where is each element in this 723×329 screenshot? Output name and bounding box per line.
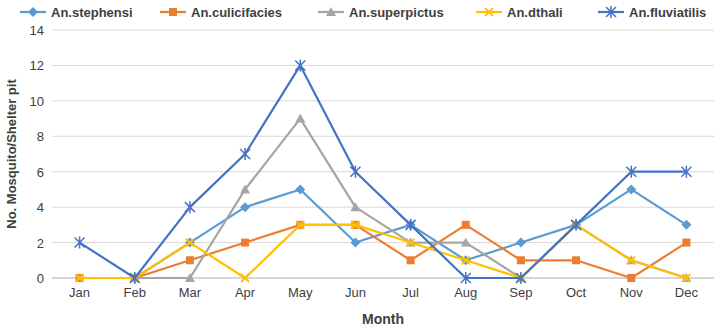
plot-area — [75, 59, 692, 284]
point-marker — [461, 238, 471, 247]
legend-label: An.fluviatilis — [629, 5, 706, 20]
point-marker — [681, 220, 691, 230]
point-marker — [350, 202, 360, 211]
x-tick-label: Apr — [235, 285, 256, 300]
y-tick-label: 8 — [37, 129, 44, 144]
point-marker — [295, 114, 305, 123]
x-tick-label: Mar — [179, 285, 202, 300]
point-marker — [241, 274, 249, 282]
point-marker — [186, 239, 194, 247]
point-marker — [626, 255, 636, 264]
legend-marker — [606, 6, 616, 18]
legend-label: An.superpictus — [349, 5, 444, 20]
point-marker — [682, 274, 690, 282]
point-marker — [350, 238, 360, 248]
y-axis-title: No. Mosquito/Shelter pit — [4, 79, 19, 229]
point-marker — [626, 166, 636, 178]
y-tick-label: 2 — [37, 236, 44, 251]
point-marker — [572, 256, 580, 264]
x-tick-label: Oct — [566, 285, 587, 300]
point-marker — [627, 256, 635, 264]
point-marker — [462, 221, 470, 229]
legend-marker — [326, 7, 336, 16]
point-marker — [241, 239, 249, 247]
chart: 0 2 4 6 8 10 12 14 Jan Feb Mar Apr May Jun Jul Aug Sep Oc… — [0, 0, 723, 329]
x-tick-label: Dec — [675, 285, 699, 300]
point-marker — [75, 237, 85, 249]
legend-label: An.culicifacies — [191, 5, 282, 20]
y-tick-label: 14 — [30, 23, 44, 38]
point-marker — [350, 166, 360, 178]
grid-line — [52, 100, 714, 101]
legend-marker — [485, 8, 493, 16]
legend: An.stephensi An.culicifacies An.superpictu… — [20, 5, 706, 20]
point-marker — [516, 238, 526, 248]
point-marker — [626, 184, 636, 194]
point-marker — [185, 273, 195, 282]
point-marker — [295, 59, 305, 71]
grid-line — [52, 207, 714, 208]
point-marker — [185, 238, 195, 248]
y-tick-label: 10 — [30, 94, 44, 109]
point-marker — [185, 201, 195, 213]
y-tick-label: 12 — [30, 58, 44, 73]
grid-line — [52, 171, 714, 172]
x-tick-label: Jan — [69, 285, 90, 300]
point-marker — [516, 272, 526, 284]
point-marker — [295, 184, 305, 194]
chart-root: 0 2 4 6 8 10 12 14 Jan Feb Mar Apr May Jun Jul Aug Sep Oc… — [0, 0, 723, 329]
x-tick-label: Jul — [402, 285, 419, 300]
point-marker — [407, 256, 415, 264]
point-marker — [461, 272, 471, 284]
point-marker — [462, 256, 470, 264]
x-tick-label: Jun — [345, 285, 366, 300]
grid-line — [52, 65, 714, 66]
x-tick-label: Feb — [124, 285, 146, 300]
x-tick-label: Sep — [509, 285, 532, 300]
x-tick-label: Nov — [620, 285, 644, 300]
legend-label: An.stephensi — [51, 5, 133, 20]
point-marker — [240, 148, 250, 160]
point-marker — [406, 220, 416, 230]
point-marker — [681, 166, 691, 178]
grid-line — [52, 30, 714, 31]
point-marker — [130, 272, 140, 284]
point-marker — [296, 221, 304, 229]
series-line — [80, 65, 687, 278]
point-marker — [76, 274, 84, 282]
legend-label: An.dthali — [507, 5, 563, 20]
point-marker — [240, 202, 250, 212]
point-marker — [186, 256, 194, 264]
x-tick-label: Aug — [454, 285, 477, 300]
point-marker — [407, 239, 415, 247]
point-marker — [571, 219, 581, 231]
legend-marker — [28, 7, 38, 17]
x-axis-title: Month — [362, 311, 404, 327]
grid-line — [52, 136, 714, 137]
point-marker — [571, 220, 581, 230]
point-marker — [351, 221, 359, 229]
point-marker — [682, 239, 690, 247]
y-tick-label: 6 — [37, 165, 44, 180]
y-tick-label: 4 — [37, 200, 44, 215]
y-tick-label: 0 — [37, 271, 44, 286]
x-tick-label: May — [288, 285, 313, 300]
point-marker — [406, 219, 416, 231]
point-marker — [517, 256, 525, 264]
point-marker — [240, 184, 250, 193]
point-marker — [627, 274, 635, 282]
legend-marker — [169, 8, 177, 16]
